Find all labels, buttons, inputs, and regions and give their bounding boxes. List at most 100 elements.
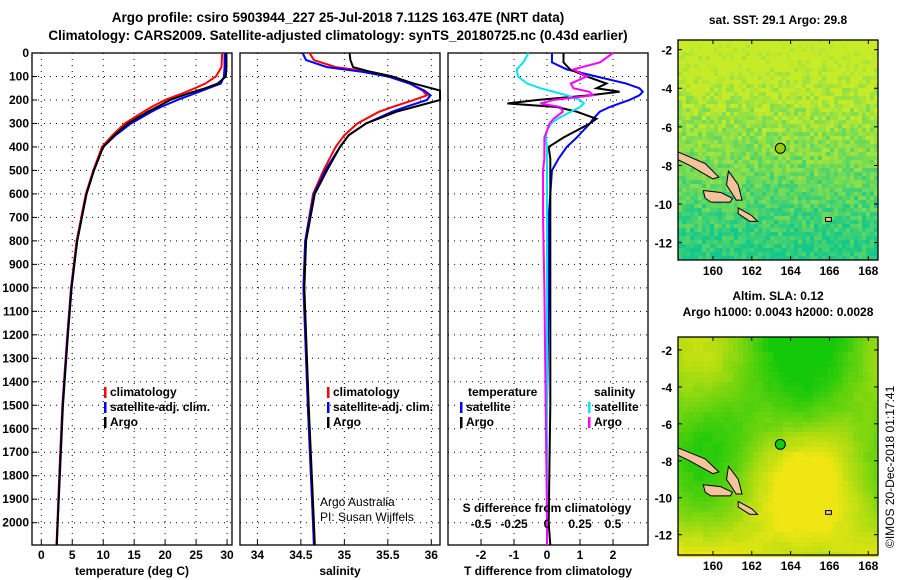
map-cell <box>853 422 858 427</box>
map-cell <box>862 148 866 152</box>
map-cell <box>714 240 718 244</box>
map-cell <box>694 76 698 80</box>
map-cell <box>834 220 838 224</box>
map-cell <box>863 422 868 427</box>
map-cell <box>782 152 786 156</box>
map-cell <box>853 412 858 417</box>
map-cell <box>762 120 766 124</box>
map-cell <box>703 482 708 487</box>
map-cell <box>870 208 874 212</box>
map-cell <box>728 402 733 407</box>
map-cell <box>813 452 818 457</box>
map-cell <box>783 367 788 372</box>
map-cell <box>868 432 873 437</box>
map-cell <box>773 437 778 442</box>
map-cell <box>688 497 693 502</box>
map-cell <box>690 228 694 232</box>
map-cell <box>678 232 682 236</box>
map-cell <box>823 497 828 502</box>
map-cell <box>810 212 814 216</box>
map-cell <box>762 96 766 100</box>
map-cell <box>766 40 770 44</box>
x-tick-label: 1 <box>577 548 584 562</box>
map-cell <box>794 188 798 192</box>
map-cell <box>718 527 723 532</box>
map-cell <box>686 248 690 252</box>
map-cell <box>862 116 866 120</box>
map-cell <box>778 84 782 88</box>
map-cell <box>698 437 703 442</box>
map-cell <box>758 432 763 437</box>
map-cell <box>698 144 702 148</box>
map-cell <box>698 68 702 72</box>
map-cell <box>868 547 873 552</box>
lat-tick-label: -10 <box>655 492 673 506</box>
map-cell <box>874 164 878 168</box>
map-cell <box>798 244 802 248</box>
map-cell <box>802 224 806 228</box>
map-cell <box>718 108 722 112</box>
map-cell <box>850 128 854 132</box>
map-cell <box>746 140 750 144</box>
map-cell <box>774 236 778 240</box>
map-cell <box>734 52 738 56</box>
map-cell <box>810 244 814 248</box>
map-cell <box>794 156 798 160</box>
map-cell <box>803 517 808 522</box>
map-cell <box>718 148 722 152</box>
map-cell <box>693 407 698 412</box>
map-cell <box>773 472 778 477</box>
map-cell <box>782 108 786 112</box>
map-cell <box>778 56 782 60</box>
map-cell <box>770 88 774 92</box>
map-cell <box>810 88 814 92</box>
map-cell <box>802 68 806 72</box>
series-line-argo <box>303 52 441 546</box>
map-cell <box>790 228 794 232</box>
map-cell <box>686 148 690 152</box>
map-cell <box>746 236 750 240</box>
map-cell <box>823 442 828 447</box>
map-cell <box>766 60 770 64</box>
map-cell <box>763 482 768 487</box>
map-cell <box>678 148 682 152</box>
map-cell <box>818 402 823 407</box>
map-cell <box>798 522 803 527</box>
map-cell <box>858 196 862 200</box>
map-cell <box>710 88 714 92</box>
map-cell <box>768 537 773 542</box>
map-cell <box>818 120 822 124</box>
map-cell <box>678 477 683 482</box>
map-cell <box>742 200 746 204</box>
map-cell <box>718 244 722 248</box>
map-cell <box>763 442 768 447</box>
map-cell <box>830 96 834 100</box>
map-cell <box>863 497 868 502</box>
map-cell <box>768 482 773 487</box>
map-cell <box>778 342 783 347</box>
map-cell <box>766 212 770 216</box>
map-cell <box>834 192 838 196</box>
map-cell <box>873 472 878 477</box>
map-cell <box>808 392 813 397</box>
map-cell <box>710 60 714 64</box>
map-cell <box>753 407 758 412</box>
map-cell <box>830 248 834 252</box>
map-cell <box>753 502 758 507</box>
x-tick-label: 15 <box>127 548 141 562</box>
map-cell <box>830 92 834 96</box>
map-cell <box>703 477 708 482</box>
map-cell <box>828 417 833 422</box>
map-cell <box>818 537 823 542</box>
map-cell <box>818 337 823 342</box>
map-cell <box>843 442 848 447</box>
map-cell <box>714 112 718 116</box>
map-cell <box>768 402 773 407</box>
map-cell <box>783 542 788 547</box>
map-cell <box>722 148 726 152</box>
map-cell <box>702 136 706 140</box>
map-cell <box>758 60 762 64</box>
map-cell <box>842 84 846 88</box>
map-cell <box>866 252 870 256</box>
map-cell <box>713 432 718 437</box>
